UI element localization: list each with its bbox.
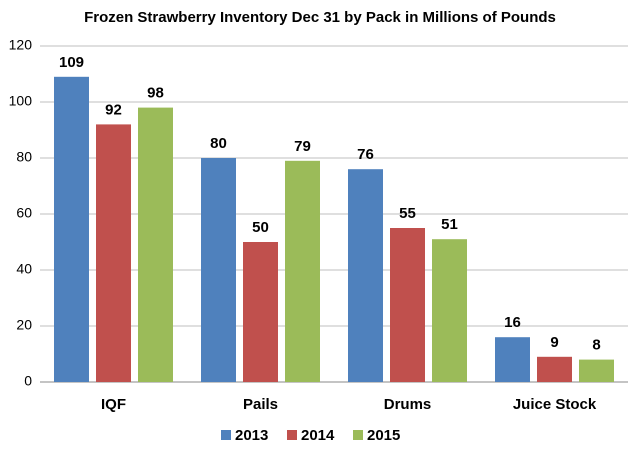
bar bbox=[285, 160, 320, 382]
bar bbox=[495, 337, 530, 382]
y-tick-label: 0 bbox=[24, 373, 32, 389]
x-tick-label: Drums bbox=[384, 396, 432, 413]
bar bbox=[579, 359, 614, 382]
chart-title: Frozen Strawberry Inventory Dec 31 by Pa… bbox=[84, 9, 556, 26]
y-tick-label: 20 bbox=[16, 317, 32, 333]
data-label: 109 bbox=[59, 54, 84, 71]
x-tick-label: Juice Stock bbox=[513, 396, 597, 413]
legend-label: 2014 bbox=[301, 427, 335, 444]
legend-swatch bbox=[353, 430, 363, 440]
x-tick-label: IQF bbox=[101, 396, 126, 413]
y-tick-label: 60 bbox=[16, 205, 32, 221]
y-tick-label: 100 bbox=[9, 93, 33, 109]
y-tick-label: 80 bbox=[16, 149, 32, 165]
data-label: 76 bbox=[357, 146, 374, 163]
data-label: 98 bbox=[147, 85, 164, 102]
bar bbox=[96, 124, 131, 383]
data-label: 51 bbox=[441, 216, 458, 233]
data-label: 80 bbox=[210, 135, 227, 152]
data-label: 79 bbox=[294, 138, 311, 155]
data-label: 92 bbox=[105, 101, 122, 118]
bar bbox=[432, 239, 467, 382]
x-tick-label: Pails bbox=[243, 396, 278, 413]
y-tick-label: 120 bbox=[9, 37, 33, 53]
y-tick-label: 40 bbox=[16, 261, 32, 277]
bar bbox=[243, 242, 278, 382]
bar bbox=[348, 169, 383, 382]
legend-label: 2015 bbox=[367, 427, 400, 444]
bar bbox=[54, 76, 89, 383]
legend-label: 2013 bbox=[235, 427, 268, 444]
data-label: 16 bbox=[504, 314, 521, 331]
bar bbox=[201, 158, 236, 382]
data-label: 8 bbox=[592, 337, 600, 354]
legend-swatch bbox=[221, 430, 231, 440]
data-label: 50 bbox=[252, 219, 269, 236]
legend-swatch bbox=[287, 430, 297, 440]
data-label: 9 bbox=[550, 334, 558, 351]
bar bbox=[138, 107, 173, 382]
bar bbox=[537, 356, 572, 382]
data-label: 55 bbox=[399, 205, 416, 222]
bar bbox=[390, 228, 425, 382]
